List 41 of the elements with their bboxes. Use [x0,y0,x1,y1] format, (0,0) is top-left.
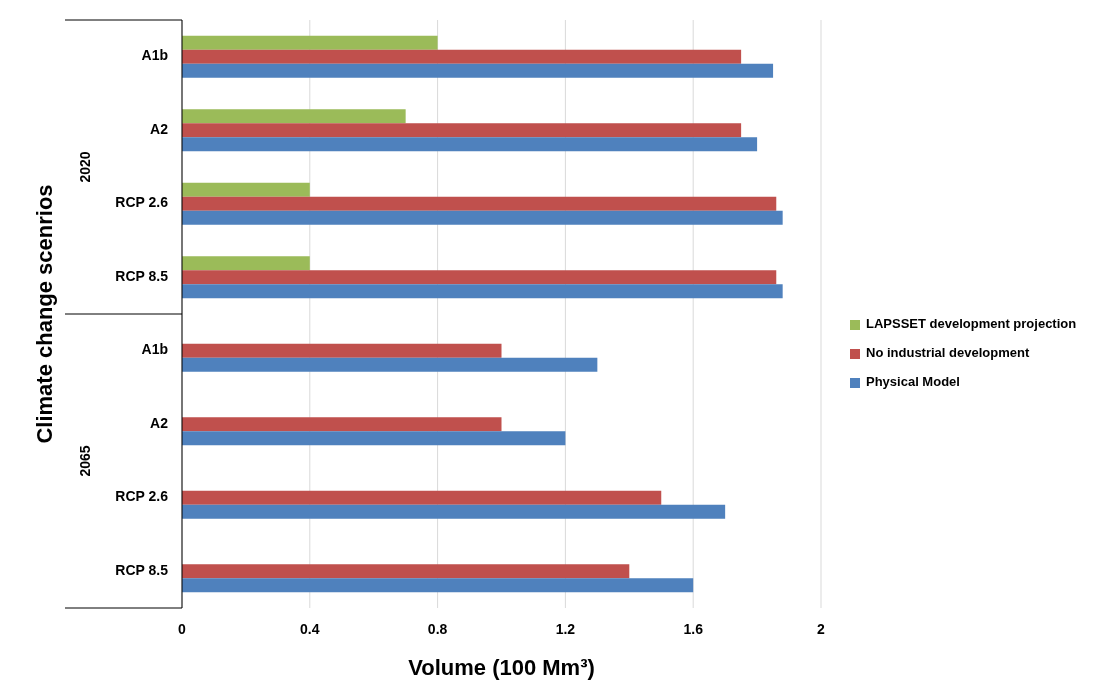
x-tick-label: 1.2 [555,621,576,637]
bar [182,284,783,299]
y-tick-label: A2 [150,414,169,431]
bar [182,49,742,64]
bar [182,256,310,271]
x-tick-label: 0.8 [427,621,448,637]
bar [182,504,726,519]
bar [182,109,406,124]
legend-label: No industrial development [866,345,1030,361]
x-axis-title: Volume (100 Mm³) [408,655,595,680]
x-tick-label: 2 [817,621,826,637]
bar [182,490,662,505]
y-tick-label: A1b [141,341,168,358]
bar [182,343,502,358]
bar [182,564,630,579]
y-tick-label: RCP 2.6 [115,488,169,505]
legend-label: Physical Model [866,374,960,390]
text: 2020 [76,151,93,183]
bar [182,578,694,593]
x-tick-label: 0 [178,621,187,637]
legend-label: LAPSSET development projection [866,316,1077,332]
bar [182,270,777,285]
bar [182,196,777,211]
bar [182,123,742,138]
bar [182,431,566,446]
y-axis-title: Climate change scenrios [31,184,57,444]
text: 2065 [76,445,93,477]
bar [182,63,774,78]
bar [182,137,758,152]
y-tick-label: A1b [141,47,168,64]
x-tick-label: 0.4 [300,621,320,637]
y-tick-label: RCP 8.5 [115,561,169,578]
y-tick-label: RCP 2.6 [115,194,169,211]
bar [182,182,310,197]
y-tick-label: RCP 8.5 [115,267,169,284]
x-tick-label: 1.6 [683,621,704,637]
bar [182,35,438,50]
y-tick-label: A2 [150,120,169,137]
bar [182,417,502,432]
bar [182,210,783,225]
bar [182,357,598,372]
